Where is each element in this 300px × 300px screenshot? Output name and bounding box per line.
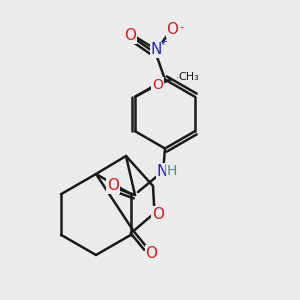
Text: O: O	[167, 22, 178, 38]
Text: H: H	[167, 164, 177, 178]
Text: O: O	[107, 178, 119, 194]
Text: +: +	[160, 37, 167, 47]
Text: N: N	[150, 42, 162, 57]
Text: methoxy: methoxy	[177, 76, 183, 78]
Text: N: N	[156, 164, 168, 178]
Text: O: O	[152, 207, 164, 222]
Text: CH₃: CH₃	[178, 72, 200, 82]
Text: O: O	[124, 28, 136, 44]
Text: O: O	[146, 246, 158, 261]
Text: O: O	[152, 78, 163, 92]
Text: -: -	[179, 22, 184, 32]
